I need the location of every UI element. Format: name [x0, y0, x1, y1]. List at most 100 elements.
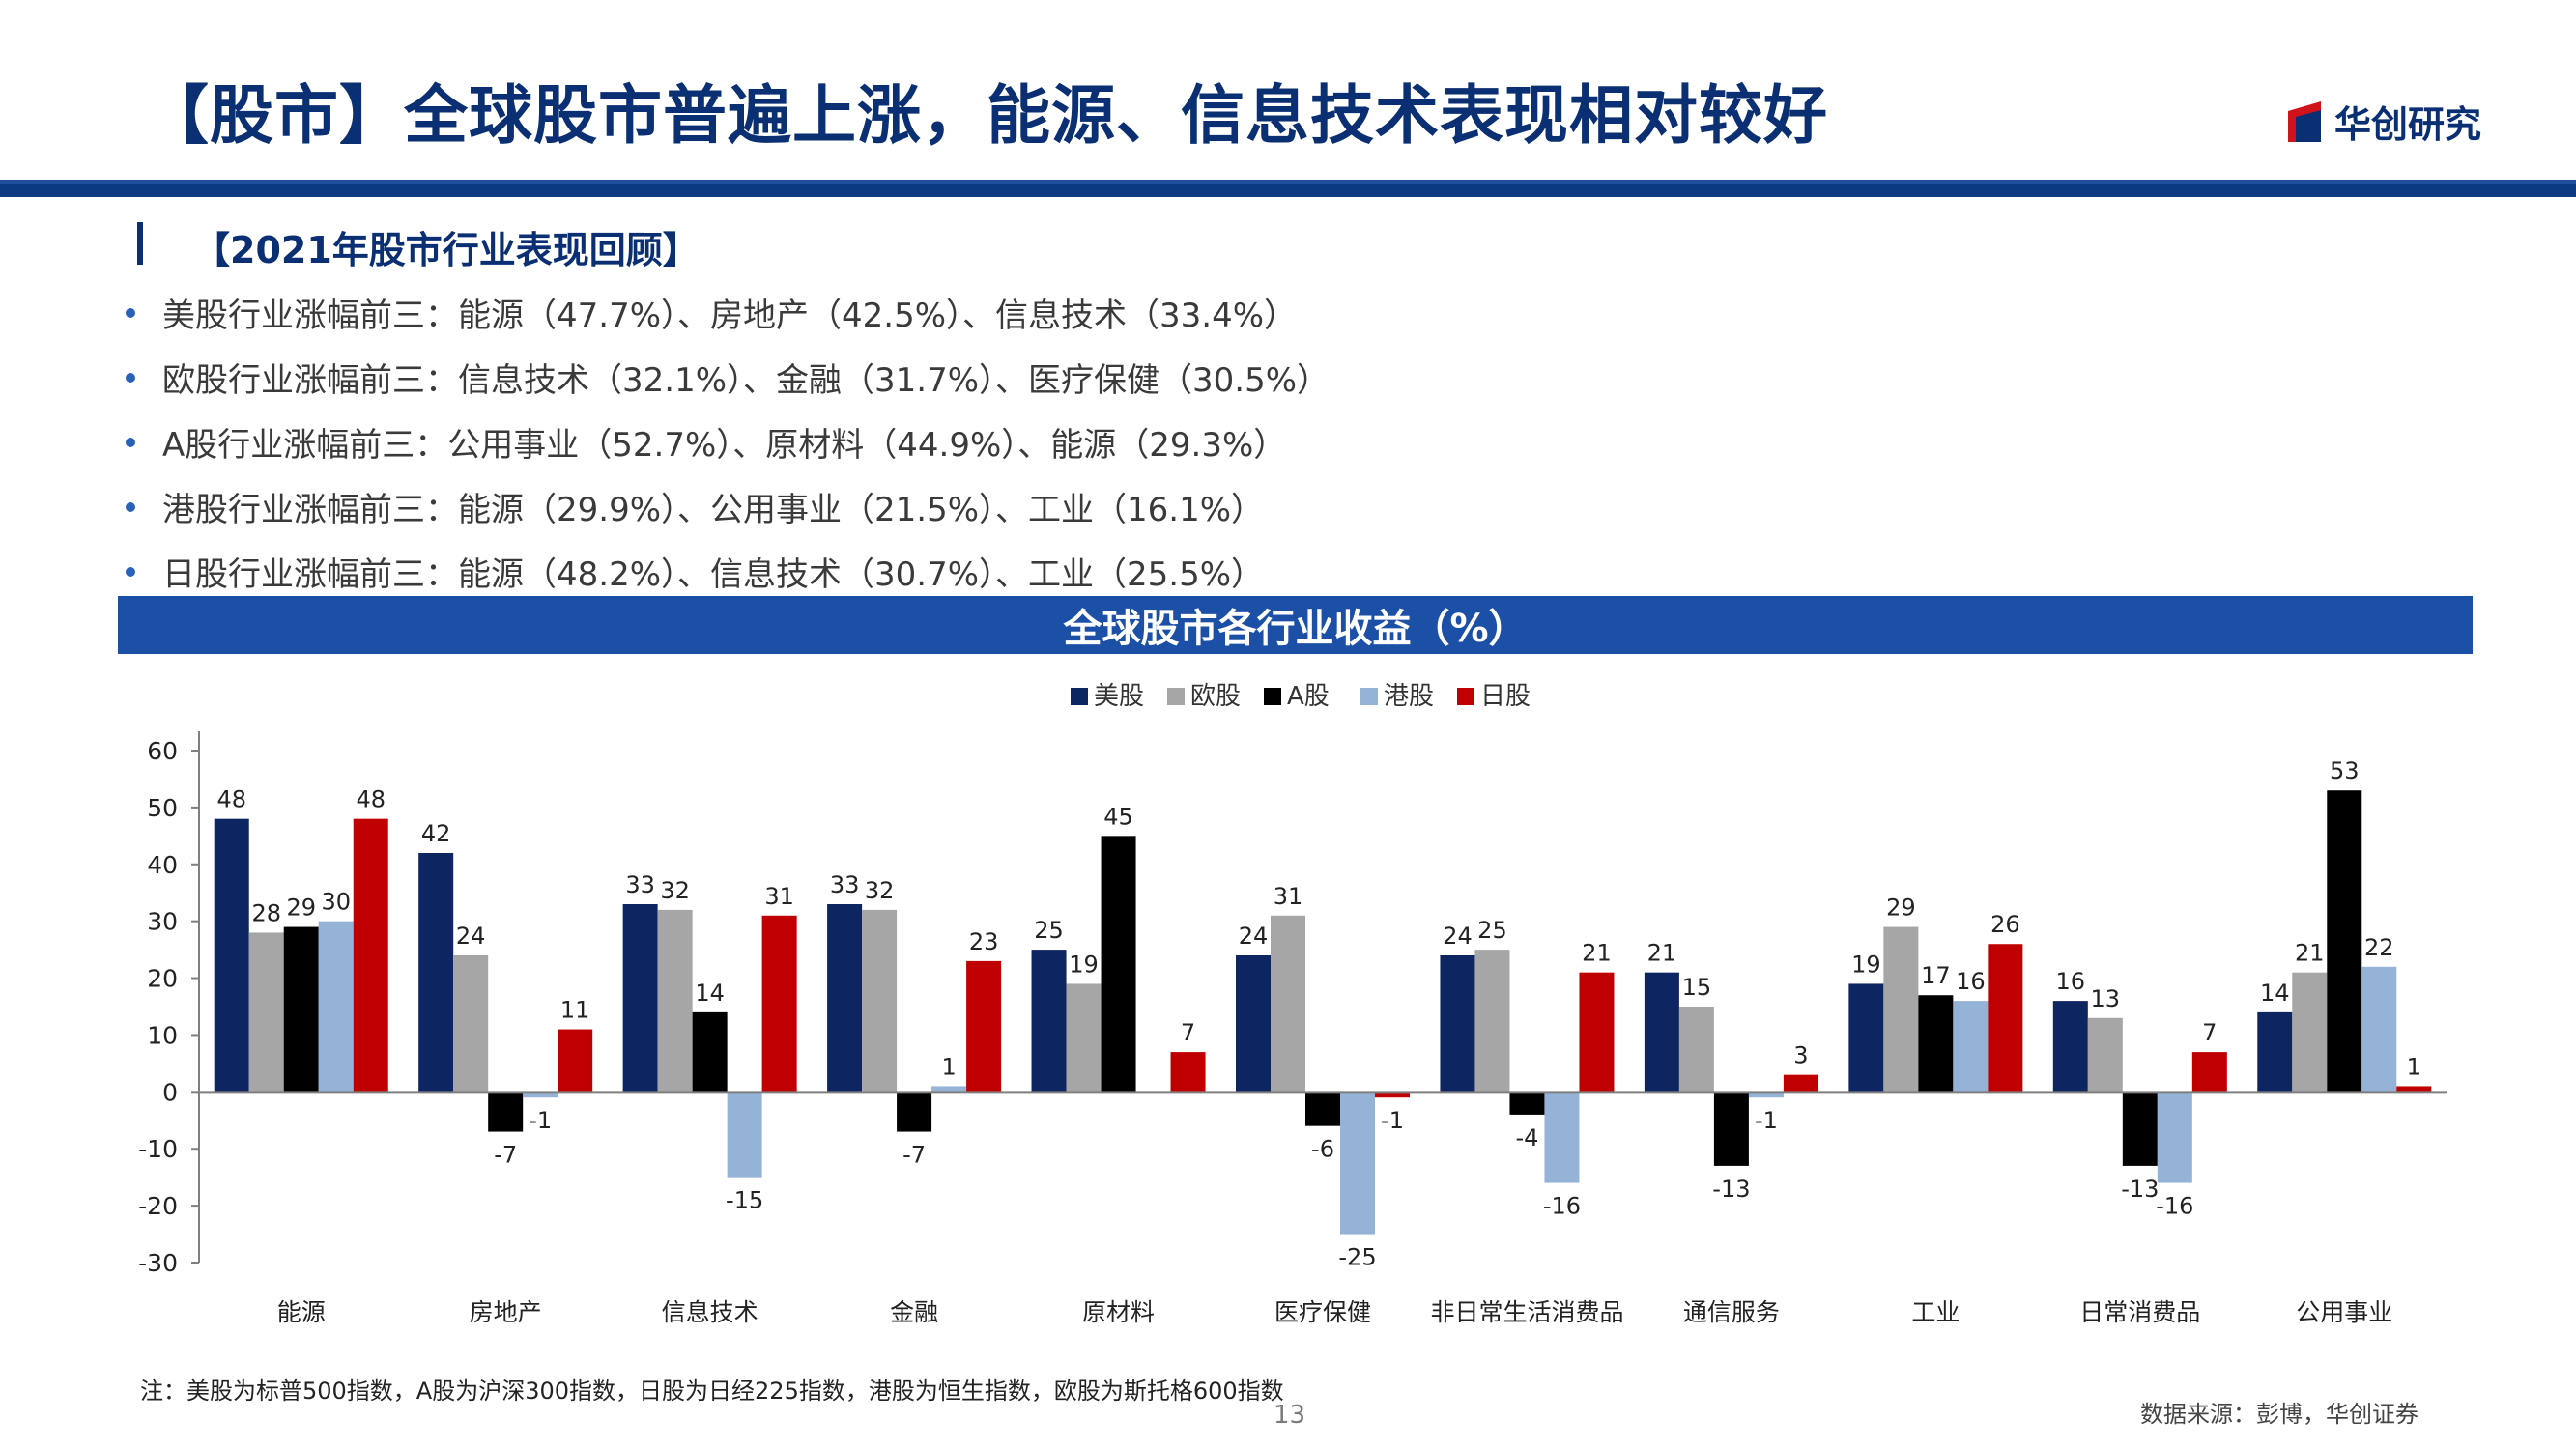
legend-swatch — [1167, 688, 1185, 705]
x-tick-label: 通信服务 — [1683, 1298, 1780, 1326]
bar — [1883, 926, 1919, 1093]
bar — [1988, 944, 2023, 1093]
logo-text: 华创研究 — [2334, 103, 2482, 146]
bar — [862, 909, 898, 1093]
bullet-dot-icon — [126, 437, 135, 447]
bar — [2361, 966, 2397, 1093]
bar — [727, 1092, 762, 1178]
bar — [966, 960, 1002, 1093]
data-label: -13 — [2121, 1176, 2159, 1203]
bar — [353, 818, 388, 1093]
bar — [283, 926, 319, 1093]
bar — [2087, 1017, 2123, 1093]
bar — [657, 909, 693, 1093]
bar — [488, 1092, 524, 1132]
data-label: 22 — [2364, 934, 2394, 961]
data-label: 48 — [356, 786, 386, 813]
bar — [1509, 1092, 1545, 1115]
x-tick-label: 工业 — [1911, 1298, 1960, 1326]
data-label: 21 — [1647, 940, 1677, 967]
bullet-item: 日股行业涨幅前三：能源（48.2%）、信息技术（30.7%）、工业（25.5%） — [126, 539, 1330, 604]
bar — [558, 1029, 593, 1093]
y-tick-label: 30 — [147, 908, 178, 936]
x-tick-label: 金融 — [890, 1298, 938, 1326]
data-label: -7 — [902, 1142, 926, 1169]
bar — [1848, 983, 1884, 1093]
bar — [418, 853, 454, 1093]
data-label: 33 — [830, 871, 860, 898]
bar — [1474, 950, 1510, 1093]
data-label: 7 — [1181, 1019, 1195, 1046]
x-tick-label: 医疗保健 — [1274, 1298, 1371, 1326]
huachuang-logo-icon — [2288, 100, 2321, 142]
bullet-dot-icon — [126, 307, 135, 318]
bar — [1101, 836, 1136, 1093]
bar — [453, 955, 489, 1093]
legend-label: 美股 — [1094, 682, 1144, 711]
data-label: 16 — [1956, 968, 1986, 995]
bullet-dot-icon — [126, 501, 135, 512]
bar — [2191, 1052, 2227, 1093]
bar — [2157, 1092, 2192, 1183]
bar — [1236, 955, 1271, 1093]
bullet-text: 日股行业涨幅前三：能源（48.2%）、信息技术（30.7%）、工业（25.5%） — [162, 555, 1265, 594]
x-tick-label: 原材料 — [1082, 1298, 1155, 1326]
bar — [761, 915, 797, 1093]
bar — [622, 904, 658, 1093]
bar — [1031, 950, 1067, 1093]
bar — [1066, 983, 1102, 1093]
y-tick-label: 20 — [147, 965, 178, 993]
data-label: 42 — [421, 820, 451, 847]
bar — [827, 904, 863, 1093]
x-tick-label: 信息技术 — [662, 1298, 758, 1326]
bar — [1678, 1007, 1714, 1093]
bar — [897, 1092, 932, 1132]
bullet-text: 港股行业涨幅前三：能源（29.9%）、公用事业（21.5%）、工业（16.1%） — [162, 491, 1265, 529]
y-tick-label: -10 — [138, 1135, 178, 1163]
data-label: 1 — [2407, 1053, 2421, 1080]
data-label: 53 — [2330, 757, 2360, 784]
y-tick-label: 10 — [147, 1021, 178, 1049]
bar — [318, 921, 354, 1093]
data-label: -1 — [1381, 1107, 1404, 1134]
data-label: 30 — [321, 889, 351, 916]
y-tick-label: -30 — [138, 1249, 178, 1277]
bar — [1783, 1074, 1818, 1093]
section-marker — [137, 222, 143, 265]
data-label: 21 — [2295, 940, 2325, 967]
bullet-item: 欧股行业涨幅前三：信息技术（32.1%）、金融（31.7%）、医疗保健（30.5… — [126, 345, 1330, 410]
data-label: 25 — [1034, 917, 1064, 944]
bar — [214, 818, 249, 1093]
data-label: 16 — [2056, 968, 2086, 995]
data-label: 23 — [969, 928, 999, 955]
data-label: 13 — [2091, 985, 2121, 1012]
data-label: 31 — [764, 883, 794, 910]
legend-label: 港股 — [1384, 682, 1434, 711]
bullet-item: A股行业涨幅前三：公用事业（52.7%）、原材料（44.9%）、能源（29.3%… — [126, 410, 1330, 474]
data-label: 19 — [1851, 951, 1881, 978]
bullet-dot-icon — [126, 566, 135, 577]
bar — [2292, 972, 2328, 1093]
data-label: 11 — [560, 997, 590, 1024]
chart-area: 美股 欧股 A股 港股 日股 60 50 40 30 20 10 0 -10 -20 -30 48 28 29 30… — [118, 654, 2473, 1359]
bar — [1953, 1001, 1989, 1093]
data-label: 17 — [1921, 962, 1951, 989]
data-label: -4 — [1515, 1124, 1538, 1151]
bar — [2327, 790, 2362, 1093]
bar — [1375, 1092, 1410, 1098]
section-heading: 【2021年股市行业表现回顾】 — [193, 229, 700, 271]
bar — [1340, 1092, 1375, 1235]
data-label: -6 — [1311, 1136, 1334, 1163]
data-label: -15 — [726, 1187, 763, 1214]
bar — [1440, 955, 1475, 1093]
data-label: 21 — [1582, 940, 1612, 967]
legend-swatch — [1457, 688, 1474, 705]
bar — [1644, 972, 1679, 1093]
data-label: 31 — [1274, 883, 1303, 910]
bar — [2122, 1092, 2158, 1166]
data-label: 14 — [2260, 980, 2290, 1007]
legend-label: A股 — [1287, 682, 1330, 711]
bar — [2396, 1086, 2432, 1093]
bullet-dot-icon — [126, 372, 135, 383]
data-label: 3 — [1793, 1042, 1808, 1069]
